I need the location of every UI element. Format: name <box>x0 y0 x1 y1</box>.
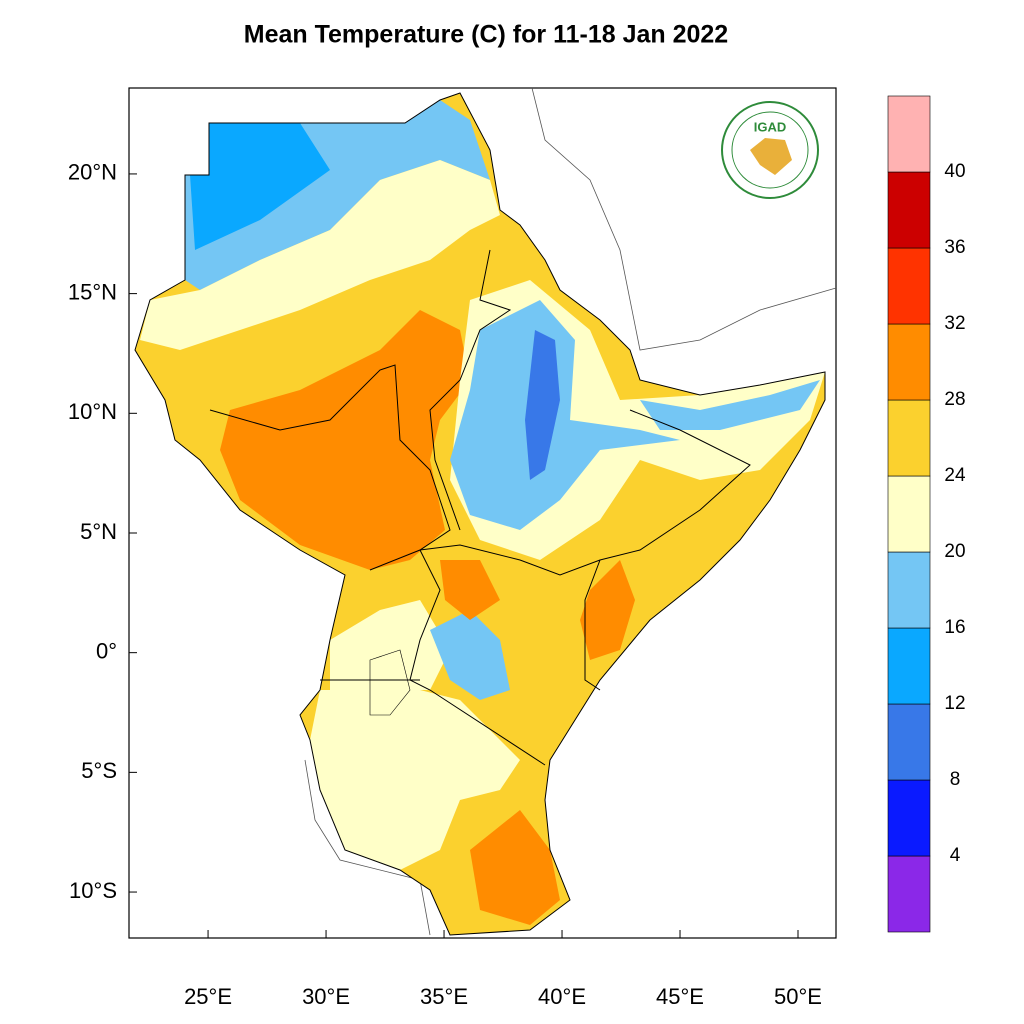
igad-logo: IGAD <box>721 101 819 199</box>
colorbar-label: 16 <box>944 617 965 638</box>
y-tick-label: 10°S <box>69 878 117 903</box>
colorbar-box <box>887 551 931 629</box>
colorbar-box <box>887 855 931 933</box>
y-tick-label: 15°N <box>68 279 117 304</box>
colorbar-box <box>887 247 931 325</box>
y-tick-label: 20°N <box>68 160 117 185</box>
colorbar-box <box>887 323 931 401</box>
x-tick-label: 30°E <box>302 984 350 1009</box>
x-tick-label: 50°E <box>774 984 822 1009</box>
colorbar-label: 24 <box>944 465 966 486</box>
colorbar-label: 40 <box>944 161 965 182</box>
y-tick-label: 5°S <box>81 758 117 783</box>
colorbar-label: 12 <box>944 693 965 714</box>
colorbar-box <box>887 475 931 553</box>
colorbar-box <box>887 171 931 249</box>
colorbar-label: 36 <box>944 237 965 258</box>
y-tick-label: 5°N <box>80 519 117 544</box>
x-tick-label: 45°E <box>656 984 704 1009</box>
outside-coastlines <box>304 87 837 936</box>
y-tick-label: 0° <box>96 638 117 663</box>
x-tick-label: 25°E <box>184 984 232 1009</box>
logo-label: IGAD <box>754 119 787 134</box>
y-tick-label: 10°N <box>68 399 117 424</box>
colorbar-box <box>887 703 931 781</box>
colorbar-box <box>887 399 931 477</box>
colorbar-label: 4 <box>950 845 961 866</box>
colorbar-label: 32 <box>944 313 965 334</box>
x-tick-label: 35°E <box>420 984 468 1009</box>
colorbar-label: 28 <box>944 389 965 410</box>
logo-emblem <box>750 138 792 175</box>
colorbar-label: 8 <box>950 769 961 790</box>
colorbar-box <box>887 95 931 173</box>
colorbar-box <box>887 779 931 857</box>
borders <box>134 92 826 936</box>
colorbar-label: 20 <box>944 541 965 562</box>
map-title: Mean Temperature (C) for 11-18 Jan 2022 <box>244 21 728 49</box>
x-tick-label: 40°E <box>538 984 586 1009</box>
colorbar-box <box>887 627 931 705</box>
